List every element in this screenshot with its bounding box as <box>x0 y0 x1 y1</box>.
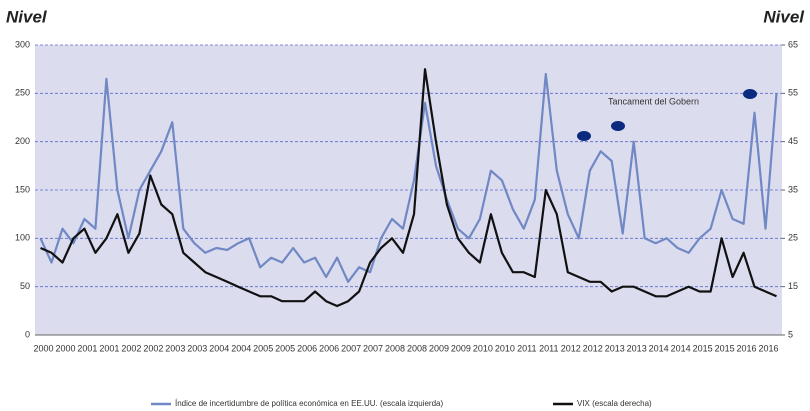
y-axis-title: Nivel <box>6 7 48 26</box>
x-tick-label: 2012 <box>561 343 581 353</box>
y2-axis-title: Nivel <box>763 7 805 26</box>
x-tick-label: 2013 <box>627 343 647 353</box>
x-tick-label: 2010 <box>473 343 493 353</box>
legend-label: Índice de incertidumbre de política econ… <box>175 399 443 408</box>
x-tick-label: 2008 <box>407 343 427 353</box>
x-tick-label: 2015 <box>715 343 735 353</box>
y-tick-label: 200 <box>15 136 30 146</box>
x-tick-label: 2000 <box>55 343 75 353</box>
x-tick-label: 2007 <box>341 343 361 353</box>
y-tick-label: 100 <box>15 233 30 243</box>
x-tick-label: 2006 <box>297 343 317 353</box>
x-tick-label: 2011 <box>539 343 558 353</box>
x-tick-label: 2001 <box>77 343 97 353</box>
x-tick-label: 2008 <box>385 343 405 353</box>
y2-tick-label: 65 <box>788 39 798 49</box>
event-marker <box>743 89 757 99</box>
x-tick-label: 2004 <box>209 343 229 353</box>
x-tick-label: 2016 <box>759 343 779 353</box>
x-tick-label: 2011 <box>517 343 536 353</box>
x-tick-label: 2006 <box>319 343 339 353</box>
x-tick-label: 2013 <box>605 343 625 353</box>
x-tick-label: 2007 <box>363 343 383 353</box>
y-tick-label: 150 <box>15 184 30 194</box>
x-tick-label: 2015 <box>693 343 713 353</box>
y2-tick-label: 35 <box>788 184 798 194</box>
y2-tick-label: 45 <box>788 136 798 146</box>
x-tick-label: 2000 <box>33 343 53 353</box>
x-tick-label: 2016 <box>737 343 757 353</box>
x-tick-label: 2001 <box>99 343 119 353</box>
y2-tick-label: 55 <box>788 88 798 98</box>
y-tick-label: 250 <box>15 88 30 98</box>
x-tick-label: 2009 <box>451 343 471 353</box>
y2-tick-label: 5 <box>788 329 793 339</box>
x-tick-label: 2002 <box>143 343 163 353</box>
y2-tick-label: 25 <box>788 233 798 243</box>
event-marker <box>577 131 591 141</box>
y-tick-label: 0 <box>25 329 30 339</box>
y-tick-label: 50 <box>20 281 30 291</box>
series-line <box>39 72 778 283</box>
x-tick-label: 2012 <box>583 343 603 353</box>
y-tick-label: 300 <box>15 39 30 49</box>
x-tick-label: 2014 <box>649 343 669 353</box>
x-tick-label: 2005 <box>253 343 273 353</box>
x-tick-label: 2004 <box>231 343 251 353</box>
x-tick-label: 2003 <box>165 343 185 353</box>
y2-tick-label: 15 <box>788 281 798 291</box>
x-tick-label: 2002 <box>121 343 141 353</box>
x-tick-label: 2003 <box>187 343 207 353</box>
x-tick-label: 2014 <box>671 343 691 353</box>
x-tick-label: 2009 <box>429 343 449 353</box>
legend-label: VIX (escala derecha) <box>577 399 652 408</box>
series-line <box>40 68 777 308</box>
x-tick-label: 2005 <box>275 343 295 353</box>
annotation: Tancament del Gobern <box>608 96 699 106</box>
event-marker <box>611 121 625 131</box>
x-tick-label: 2010 <box>495 343 515 353</box>
